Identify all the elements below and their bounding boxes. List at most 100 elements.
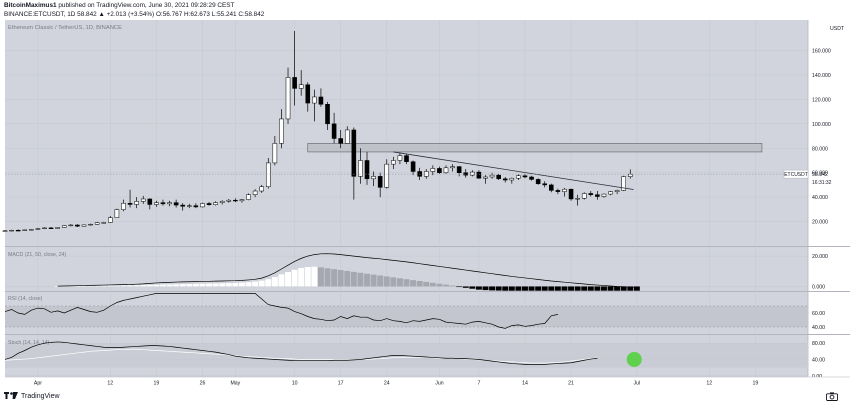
time-axis-tick-label: 7 bbox=[477, 381, 480, 387]
time-axis-tick-label: Apr bbox=[34, 381, 42, 387]
candle-body bbox=[568, 188, 574, 200]
candle-body bbox=[627, 173, 633, 177]
candle-body bbox=[206, 203, 212, 205]
candle-body bbox=[272, 143, 278, 164]
macd-histogram-bar bbox=[212, 283, 219, 287]
time-axis-tick-label: 12 bbox=[706, 381, 712, 387]
macd-histogram-bar bbox=[285, 272, 291, 287]
macd-histogram-bar bbox=[107, 285, 114, 287]
macd-histogram-bar bbox=[344, 270, 351, 287]
macd-histogram-bar bbox=[120, 285, 127, 287]
candle-body bbox=[239, 199, 245, 202]
price-axis-tick-label: 100.000 bbox=[812, 122, 831, 128]
candle-body bbox=[614, 190, 620, 192]
author-name[interactable]: BitcoinMaximus1 bbox=[4, 2, 57, 9]
macd-histogram-bar bbox=[186, 284, 193, 287]
candle-body bbox=[68, 224, 74, 227]
macd-histogram-bar bbox=[600, 286, 607, 291]
macd-histogram-bar bbox=[179, 284, 186, 287]
macd-histogram-bar bbox=[173, 284, 180, 287]
candle-body bbox=[219, 201, 225, 203]
candle-body bbox=[516, 175, 521, 179]
candle-body bbox=[489, 174, 495, 178]
macd-histogram-bar bbox=[258, 280, 265, 287]
candle-body bbox=[562, 188, 567, 192]
rsi-band bbox=[5, 306, 808, 327]
candle-body bbox=[358, 160, 363, 177]
candle-body bbox=[298, 84, 304, 89]
candle-body bbox=[404, 155, 409, 162]
macd-histogram-bar bbox=[594, 286, 601, 291]
macd-histogram-bar bbox=[475, 286, 482, 290]
candle-body bbox=[608, 191, 613, 195]
price-axis-tick-label: 20.000 bbox=[812, 220, 828, 226]
candle-body bbox=[94, 222, 100, 225]
macd-histogram-bar bbox=[127, 285, 134, 287]
candle-body bbox=[285, 77, 291, 120]
candle-body bbox=[344, 129, 350, 144]
candle-body bbox=[29, 229, 34, 231]
candle-body bbox=[502, 178, 508, 181]
macd-histogram-bar bbox=[554, 286, 561, 291]
candle-body bbox=[595, 194, 600, 197]
candle-body bbox=[9, 229, 14, 232]
candle-body bbox=[575, 198, 580, 200]
tradingview-logo[interactable]: TradingView bbox=[4, 391, 60, 401]
candle-body bbox=[391, 160, 396, 165]
macd-histogram-bar bbox=[495, 286, 502, 291]
tradingview-logo-icon bbox=[4, 392, 18, 399]
price-axis-tick-label: 80.000 bbox=[812, 146, 828, 152]
highlight-circle bbox=[626, 351, 642, 367]
time-axis-tick-label: 21 bbox=[568, 381, 574, 387]
time-axis-tick-label: 19 bbox=[752, 381, 758, 387]
macd-histogram-bar bbox=[113, 285, 120, 287]
candle-body bbox=[200, 203, 205, 208]
macd-histogram-bar bbox=[614, 286, 621, 291]
candle-body bbox=[140, 198, 146, 202]
macd-histogram-bar bbox=[166, 284, 173, 287]
time-axis-tick-label: 26 bbox=[200, 381, 206, 387]
price-axis-tick-label: 140.000 bbox=[812, 73, 831, 79]
macd-histogram-bar bbox=[350, 271, 357, 287]
macd-histogram-bar bbox=[482, 286, 489, 291]
candle-body bbox=[193, 205, 199, 208]
macd-histogram-bar bbox=[133, 285, 140, 287]
macd-histogram-bar bbox=[633, 286, 640, 291]
macd-histogram-bar bbox=[337, 270, 344, 287]
macd-histogram-bar bbox=[528, 286, 535, 291]
macd-histogram-bar bbox=[265, 279, 272, 287]
candle-body bbox=[160, 202, 166, 205]
macd-histogram-bar bbox=[522, 286, 528, 291]
tradingview-logo-text: TradingView bbox=[21, 392, 60, 400]
candle-body bbox=[384, 163, 390, 188]
chart-canvas[interactable]: 20.00040.00060.00080.000100.000120.00014… bbox=[0, 18, 850, 389]
macd-histogram-bar bbox=[462, 286, 469, 288]
macd-histogram-bar bbox=[225, 283, 232, 287]
candle-body bbox=[101, 222, 107, 224]
macd-histogram-bar bbox=[456, 286, 463, 288]
candle-countdown: 16:31:32 bbox=[812, 180, 832, 186]
macd-histogram-bar bbox=[515, 286, 522, 291]
macd-histogram-bar bbox=[403, 279, 410, 287]
candle-body bbox=[55, 227, 60, 229]
macd-histogram-bar bbox=[443, 284, 449, 287]
candle-body bbox=[318, 96, 324, 105]
candle-body bbox=[226, 199, 232, 202]
candle-body bbox=[549, 184, 554, 191]
time-axis-tick-label: 10 bbox=[292, 381, 298, 387]
macd-histogram-bar bbox=[508, 286, 515, 291]
candle-body bbox=[134, 201, 139, 205]
macd-histogram-bar bbox=[271, 277, 278, 287]
symbol-ohlc-line: BINANCE:ETCUSDT, 1D 58.842 ▲ +2.013 (+3.… bbox=[4, 10, 265, 18]
candle-body bbox=[476, 171, 482, 179]
macd-label: MACD (21, 50, close, 24) bbox=[8, 252, 67, 258]
rsi-axis-tick-label: 60.00 bbox=[812, 311, 825, 317]
candle-body bbox=[252, 190, 258, 195]
candle-body bbox=[522, 175, 528, 178]
macd-histogram-bar bbox=[245, 282, 252, 287]
macd-histogram-bar bbox=[383, 276, 390, 287]
camera-icon[interactable] bbox=[826, 392, 838, 401]
candle-body bbox=[377, 176, 383, 188]
macd-histogram-bar bbox=[304, 267, 311, 287]
candle-body bbox=[371, 176, 376, 180]
